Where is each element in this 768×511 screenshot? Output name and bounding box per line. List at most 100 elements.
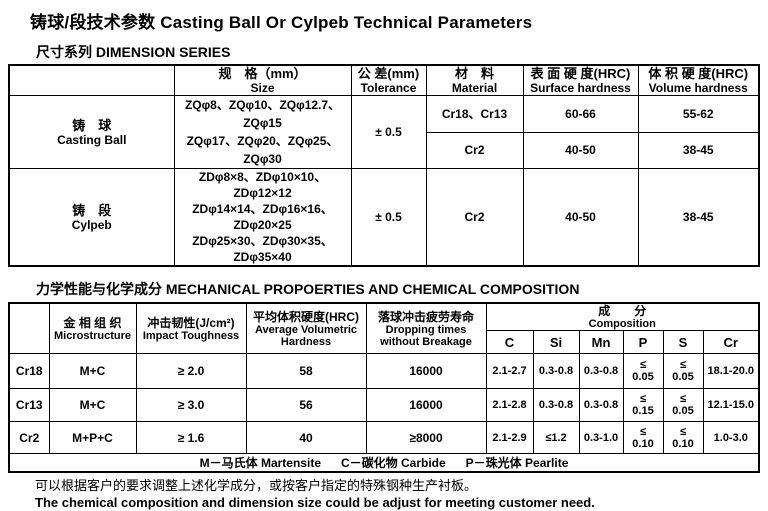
p-value-cell: ≤ 0.15 xyxy=(622,388,664,422)
s-value-cell: ≤ 0.05 xyxy=(662,353,704,389)
material-header-zh: 材 料 xyxy=(454,66,494,81)
avg-hardness-header-en: Average Volumetric Hardness xyxy=(254,323,358,348)
tolerance-header-en: Tolerance xyxy=(360,81,417,95)
grade-row-cr18: Cr18 M+C ≥ 2.0 58 16000 2.1-2.7 0.3-0.8 … xyxy=(8,353,760,389)
c-value-cell: 2.1-2.9 xyxy=(485,421,534,454)
avg-hardness-cell: 40 xyxy=(245,421,367,454)
cylpeb-material-cell: Cr2 xyxy=(425,168,524,267)
empty-corner-cell-2 xyxy=(8,302,50,354)
casting-ball-surface-cell-1: 60-66 xyxy=(522,95,639,133)
s-value-cell: ≤ 0.05 xyxy=(662,388,704,422)
grade-cell: Cr18 xyxy=(8,353,50,389)
element-header-s: S xyxy=(662,330,704,354)
surface-hardness-header-cell: 表 面 硬 度(HRC) Surface hardness xyxy=(522,64,639,96)
dropping-times-header-zh: 落球冲击疲劳寿命 xyxy=(377,309,474,324)
cylpeb-label-zh: 铸 段 xyxy=(72,202,112,218)
grade-cell: Cr13 xyxy=(8,388,50,422)
volume-hardness-header-cell: 体 积 硬 度(HRC) Volume hardness xyxy=(637,64,760,96)
mn-value-cell: 0.3-0.8 xyxy=(578,388,624,422)
c-value-cell: 2.1-2.8 xyxy=(485,388,534,422)
impact-toughness-header-cell: 冲击韧性(J/cm²) Impact Toughness xyxy=(135,302,247,354)
element-header-si: Si xyxy=(532,330,580,354)
dropping-times-cell: 16000 xyxy=(365,388,487,422)
mn-value-cell: 0.3-0.8 xyxy=(578,353,624,389)
avg-hardness-cell: 56 xyxy=(245,388,367,422)
element-header-p: P xyxy=(622,330,664,354)
cylpeb-volume-cell: 38-45 xyxy=(637,168,760,267)
impact-toughness-header-zh: 冲击韧性(J/cm²) xyxy=(147,315,235,330)
impact-toughness-cell: ≥ 3.0 xyxy=(135,388,247,422)
casting-ball-label-en: Casting Ball xyxy=(57,132,127,147)
microstructure-header-cell: 金 相 组 织 Microstructure xyxy=(48,302,137,354)
dropping-times-header-en: Dropping times without Breakage xyxy=(380,323,472,348)
size-header-cell: 规 格（mm） Size xyxy=(173,64,352,96)
legend-row: M－马氏体 Martensite C－碳化物 Carbide P－珠光体 Pea… xyxy=(8,453,760,473)
microstructure-cell: M+P+C xyxy=(48,421,137,454)
casting-ball-tolerance-cell: ± 0.5 xyxy=(350,95,427,169)
cylpeb-size-line1: ZDφ8×8、ZDφ10×10、ZDφ12×12 xyxy=(198,170,327,200)
si-value-cell: 0.3-0.8 xyxy=(532,353,580,389)
grade-row-cr2: Cr2 M+P+C ≥ 1.6 40 ≥8000 2.1-2.9 ≤1.2 0.… xyxy=(8,421,760,454)
surface-hardness-header-zh: 表 面 硬 度(HRC) xyxy=(530,66,631,81)
cylpeb-label-cell: 铸 段 Cylpeb xyxy=(8,168,175,267)
page-title: 铸球/段技术参数 Casting Ball Or Cylpeb Technica… xyxy=(30,13,533,32)
element-header-mn: Mn xyxy=(578,330,624,354)
casting-ball-row-1: 铸 球 Casting Ball ZQφ8、ZQφ10、ZQφ12.7、ZQφ1… xyxy=(8,95,760,169)
dropping-times-header-cell: 落球冲击疲劳寿命 Dropping times without Breakage xyxy=(365,302,487,354)
surface-hardness-header-en: Surface hardness xyxy=(530,81,631,95)
casting-ball-material-cell-2: Cr2 xyxy=(425,131,524,169)
impact-toughness-cell: ≥ 2.0 xyxy=(135,353,247,389)
volume-hardness-header-zh: 体 积 硬 度(HRC) xyxy=(648,66,749,81)
microstructure-header-zh: 金 相 组 织 xyxy=(63,315,122,330)
footer-notes: 可以根据客户的要求调整上述化学成分，或按客户指定的特殊钢种生产衬板。 The c… xyxy=(35,477,768,511)
casting-ball-volume-cell-1: 55-62 xyxy=(637,95,760,133)
size-header-zh: 规 格（mm） xyxy=(218,66,307,81)
cylpeb-size-line2: ZDφ14×14、ZDφ16×16、ZDφ20×25 xyxy=(192,202,333,232)
p-value-cell: ≤ 0.10 xyxy=(622,421,664,454)
microstructure-header-en: Microstructure xyxy=(53,329,132,342)
casting-ball-volume-cell-2: 38-45 xyxy=(637,131,760,169)
avg-hardness-header-cell: 平均体积硬度(HRC) Average Volumetric Hardness xyxy=(245,302,367,354)
mechanical-heading: 力学性能与化学成分 MECHANICAL PROPOERTIES AND CHE… xyxy=(36,281,580,297)
si-value-cell: 0.3-0.8 xyxy=(532,388,580,422)
c-value-cell: 2.1-2.7 xyxy=(485,353,534,389)
cylpeb-row: 铸 段 Cylpeb ZDφ8×8、ZDφ10×10、ZDφ12×12 ZDφ1… xyxy=(8,168,760,267)
impact-toughness-header-en: Impact Toughness xyxy=(142,329,240,342)
dimension-header-row: 规 格（mm） Size 公 差(mm) Tolerance 材 料 Mater… xyxy=(8,64,760,96)
material-header-cell: 材 料 Material xyxy=(425,64,524,96)
tolerance-header-cell: 公 差(mm) Tolerance xyxy=(350,64,427,96)
mn-value-cell: 0.3-1.0 xyxy=(578,421,624,454)
microstructure-cell: M+C xyxy=(48,353,137,389)
dropping-times-cell: ≥8000 xyxy=(365,421,487,454)
grade-row-cr13: Cr13 M+C ≥ 3.0 56 16000 2.1-2.8 0.3-0.8 … xyxy=(8,388,760,422)
volume-hardness-header-en: Volume hardness xyxy=(648,81,748,95)
empty-corner-cell xyxy=(8,64,175,96)
p-value-cell: ≤ 0.05 xyxy=(622,353,664,389)
microstructure-legend: M－马氏体 Martensite C－碳化物 Carbide P－珠光体 Pea… xyxy=(8,453,760,473)
cylpeb-size-line3: ZDφ25×30、ZDφ30×35、ZDφ35×40 xyxy=(192,234,333,264)
si-value-cell: ≤1.2 xyxy=(532,421,580,454)
s-value-cell: ≤ 0.10 xyxy=(662,421,704,454)
dimension-table: 规 格（mm） Size 公 差(mm) Tolerance 材 料 Mater… xyxy=(8,64,760,267)
composition-header-en: Composition xyxy=(588,318,656,330)
casting-ball-row-2: Cr2 40-50 38-45 xyxy=(9,131,760,169)
cr-value-cell: 18.1-20.0 xyxy=(702,353,760,389)
composition-header-cell: 成 分 Composition xyxy=(485,302,760,331)
note-en: The chemical composition and dimension s… xyxy=(35,495,595,510)
cylpeb-label-en: Cylpeb xyxy=(71,217,112,232)
note-zh: 可以根据客户的要求调整上述化学成分，或按客户指定的特殊钢种生产衬板。 xyxy=(35,478,478,493)
avg-hardness-header-zh: 平均体积硬度(HRC) xyxy=(253,309,359,324)
cr-value-cell: 1.0-3.0 xyxy=(702,421,760,454)
casting-ball-material-cell-1: Cr18、Cr13 xyxy=(425,95,524,133)
tolerance-header-zh: 公 差(mm) xyxy=(357,66,420,81)
size-header-en: Size xyxy=(250,81,275,95)
impact-toughness-cell: ≥ 1.6 xyxy=(135,421,247,454)
avg-hardness-cell: 58 xyxy=(245,353,367,389)
composition-header-zh: 成 分 xyxy=(598,304,647,318)
casting-ball-size-line1: ZQφ8、ZQφ10、ZQφ12.7、ZQφ15 xyxy=(184,98,341,130)
casting-ball-size-cell: ZQφ8、ZQφ10、ZQφ12.7、ZQφ15 ZQφ17、ZQφ20、ZQφ… xyxy=(173,95,352,169)
dimension-series-heading: 尺寸系列 DIMENSION SERIES xyxy=(36,44,231,60)
cr-value-cell: 12.1-15.0 xyxy=(702,388,760,422)
mechanical-header-row-2: C Si Mn P S Cr xyxy=(9,330,760,354)
